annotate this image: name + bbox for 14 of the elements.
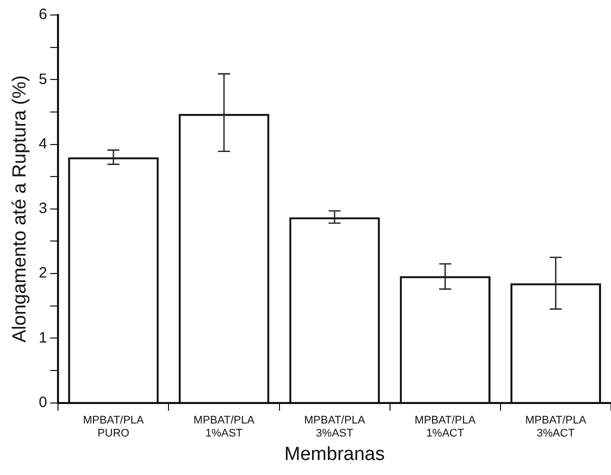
x-axis-title: Membranas [284, 444, 385, 465]
y-tick-label: 1 [38, 329, 48, 346]
y-axis-title: Alongamento até a Ruptura (%) [10, 75, 31, 343]
x-tick-label: MPBAT/PLA 1%AST [194, 414, 256, 440]
y-tick-label: 3 [38, 200, 48, 218]
x-tick-label: MPBAT/PLA 3%AST [304, 414, 366, 440]
x-tick-label: MPBAT/PLA PURO [82, 414, 145, 440]
y-tick-label: 2 [38, 264, 48, 282]
y-tick-label: 0 [38, 394, 48, 411]
x-tick-label: MPBAT/PLA 1%ACT [414, 414, 476, 440]
x-tick-label: MPBAT/PLA 3%ACT [525, 414, 587, 440]
y-tick-label: 5 [38, 70, 48, 88]
y-tick-label: 6 [38, 6, 48, 24]
y-tick-label: 4 [38, 135, 48, 152]
